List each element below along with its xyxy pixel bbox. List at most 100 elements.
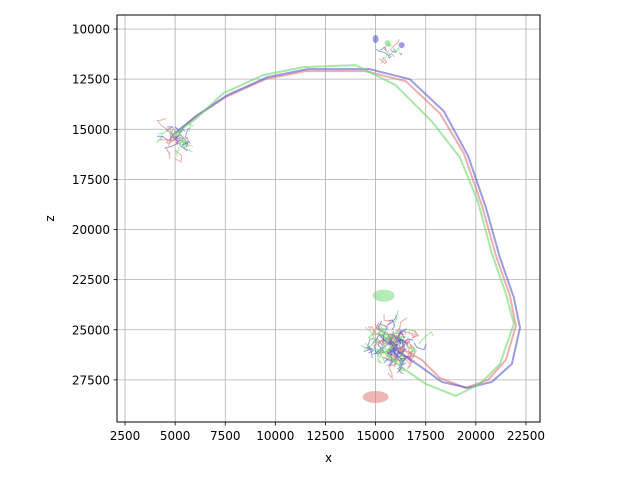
arbor-branch [388, 333, 399, 341]
arbor-branch [392, 310, 399, 326]
arbor-branch [364, 342, 385, 351]
neuron-arbors [156, 35, 434, 403]
arbor-branch [399, 328, 408, 339]
arbor-branch [381, 57, 388, 65]
plot-area [117, 15, 540, 422]
y-tick-label: 10000 [72, 23, 110, 37]
arbor-branch [380, 323, 388, 330]
arbor-branch [383, 333, 390, 346]
x-tick-label: 15000 [357, 429, 395, 443]
arbor-branch [386, 341, 394, 346]
arbor-branch [367, 332, 376, 345]
arbor-branch [386, 336, 398, 346]
arbor-branch [402, 338, 414, 345]
arbor-branch [399, 360, 406, 366]
x-tick-label: 20000 [457, 429, 495, 443]
arbor-branch [372, 321, 380, 333]
arbor-branch [374, 333, 386, 342]
x-axis-label: x [325, 451, 332, 465]
arbor-branch [168, 138, 180, 144]
arbor-branch [184, 127, 191, 144]
arbor-branch [386, 362, 398, 366]
arbor-branch [164, 140, 178, 149]
arbor-branch [361, 341, 380, 350]
arbor-branch [399, 52, 403, 56]
arbor-branch [387, 314, 398, 326]
arbor-branch [156, 118, 167, 127]
arbor-branch [181, 138, 193, 147]
arbor-branch [378, 58, 384, 64]
arbor-branch [389, 48, 397, 53]
arbor-branch [377, 337, 385, 352]
ticks: 2500 5000 7500 10000 12500 15000 17500 20000 225… [72, 23, 545, 443]
series-line-1 [174, 68, 521, 389]
x-tick-label: 2500 [110, 429, 141, 443]
arbor-branch [377, 359, 383, 364]
x-tick-label: 7500 [210, 429, 241, 443]
dendrite-cluster [156, 118, 194, 163]
arbor-branch [175, 146, 180, 158]
arbor-branch [384, 45, 388, 52]
y-tick-label: 17500 [72, 173, 110, 187]
plot-frame [116, 14, 541, 423]
y-axis-label: z [43, 215, 57, 221]
arbor-branch [397, 365, 404, 375]
arbor-branch [180, 140, 189, 152]
arbor-branch [375, 320, 383, 332]
arbor-branch [174, 128, 186, 140]
arbor-branch [399, 317, 408, 330]
arbor-branch [402, 339, 411, 347]
y-tick-label: 27500 [72, 373, 110, 387]
arbor-branch [386, 50, 389, 56]
arbor-branch [390, 348, 398, 356]
arbor-branch [390, 39, 400, 50]
arbor-branch [383, 354, 402, 362]
arbor-branch [379, 328, 387, 332]
y-tick-label: 12500 [72, 73, 110, 87]
arbor-branch [388, 52, 395, 58]
axon-terminal-cluster [361, 310, 434, 381]
arbor-branch [174, 149, 183, 163]
arbor-branch [407, 345, 415, 353]
x-tick-label: 5000 [160, 429, 191, 443]
y-tick-label: 25000 [72, 323, 110, 337]
series-line-2 [172, 64, 515, 397]
arbor-branch [375, 325, 385, 335]
x-tick-label: 12500 [306, 429, 344, 443]
series-layer [172, 64, 521, 397]
arbor-branch [165, 138, 173, 147]
y-tick-label: 20000 [72, 223, 110, 237]
x-tick-label: 22500 [507, 429, 545, 443]
arbor-branch [367, 326, 376, 334]
arbor-branch [404, 358, 412, 370]
arbor-branch [387, 348, 404, 366]
arbor-branch [412, 329, 420, 339]
y-tick-label: 22500 [72, 273, 110, 287]
x-tick-label: 17500 [407, 429, 445, 443]
top-node [372, 35, 379, 44]
x-tick-label: 10000 [256, 429, 294, 443]
top-node [384, 40, 391, 47]
top-node [398, 42, 405, 49]
arbor-branch [156, 135, 169, 142]
arbor-branch [413, 342, 427, 351]
arbor-branch [383, 314, 393, 329]
green-soma-blob [372, 289, 395, 302]
top-arbor-cluster [376, 39, 403, 65]
arbor-branch [418, 331, 434, 345]
arbor-branch [165, 126, 174, 134]
arbor-branch [386, 53, 392, 59]
arbor-branch [158, 128, 177, 136]
arbor-branch [165, 147, 171, 160]
arbor-branch [373, 343, 389, 355]
arbor-branch [161, 124, 171, 131]
red-soma-blob [362, 390, 389, 403]
y-tick-label: 15000 [72, 123, 110, 137]
arbor-branch [379, 46, 387, 51]
arbor-branch [387, 366, 393, 381]
arbor-branch [179, 132, 188, 144]
arbor-branch [382, 53, 388, 60]
arbor-branch [376, 48, 387, 54]
arbor-branch [391, 46, 400, 53]
